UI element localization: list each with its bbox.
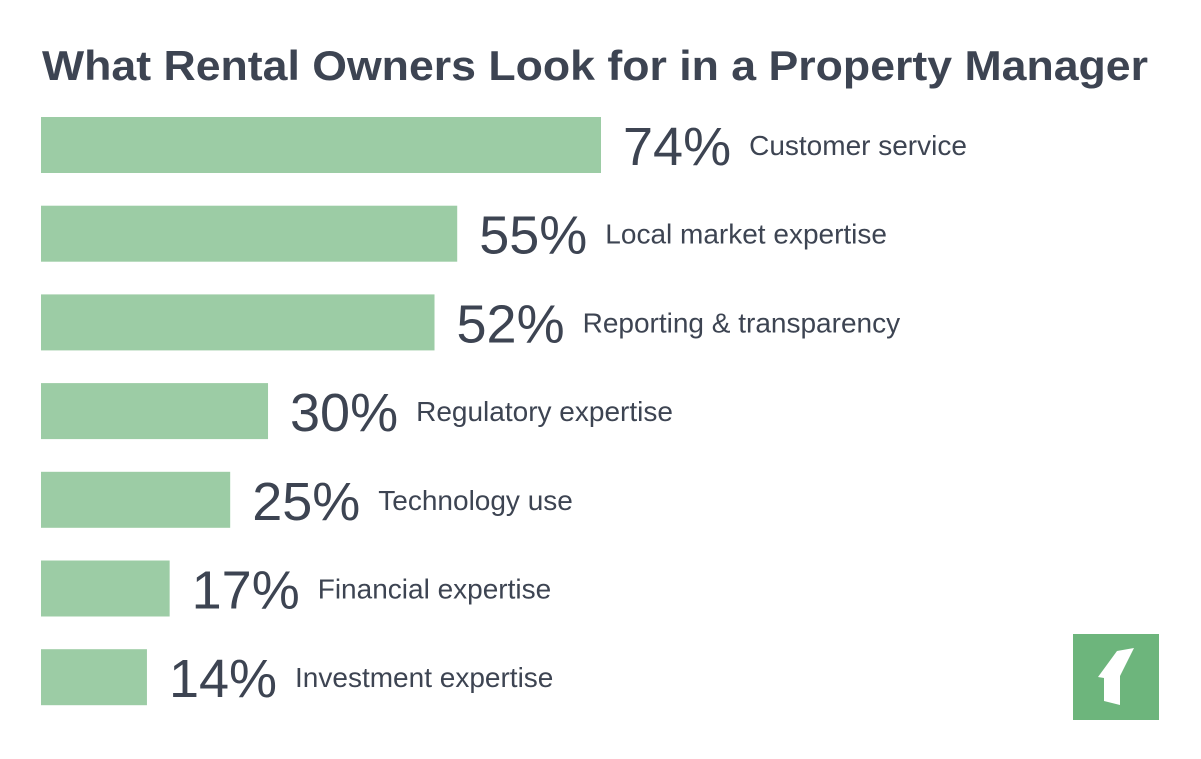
category-label-3: Regulatory expertise — [416, 396, 673, 427]
bar-3 — [41, 383, 269, 440]
chart-title: What Rental Owners Look for in a Propert… — [42, 42, 1148, 89]
brand-logo — [1073, 634, 1159, 720]
bar-6 — [41, 649, 147, 706]
bar-5 — [41, 560, 170, 617]
data-label-4: 25% — [252, 472, 360, 532]
bar-1 — [41, 205, 458, 262]
bar-2 — [41, 294, 435, 351]
category-label-6: Investment expertise — [295, 662, 553, 693]
brand-arrow-logo-icon — [1098, 648, 1134, 705]
category-label-4: Technology use — [378, 485, 573, 516]
data-label-1: 55% — [479, 206, 587, 266]
data-label-3: 30% — [290, 383, 398, 443]
category-label-2: Reporting & transparency — [583, 307, 901, 338]
category-label-5: Financial expertise — [318, 574, 551, 605]
bar-0 — [41, 117, 601, 173]
bar-4 — [41, 471, 231, 528]
data-label-0: 74% — [623, 117, 731, 177]
data-label-6: 14% — [169, 649, 277, 709]
bars-group: 74% Customer service 55% Local market exper… — [41, 117, 967, 709]
data-label-5: 17% — [192, 561, 300, 621]
category-label-1: Local market expertise — [605, 219, 887, 250]
data-label-2: 52% — [457, 294, 565, 354]
category-label-0: Customer service — [749, 130, 967, 161]
